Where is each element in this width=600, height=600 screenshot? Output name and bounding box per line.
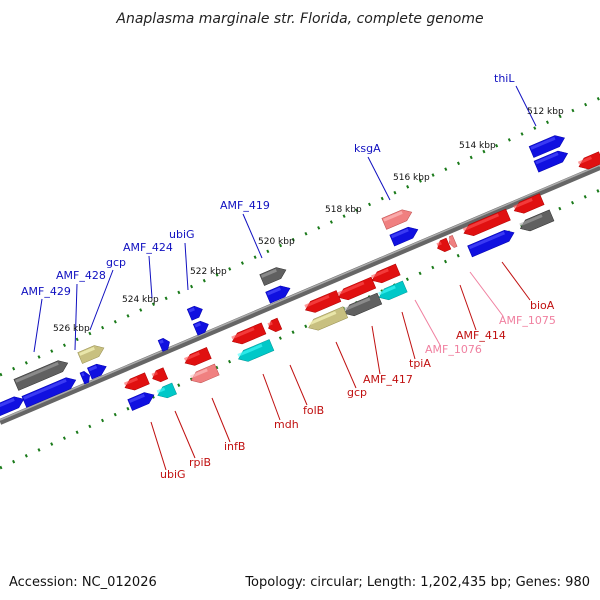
scale-label-520: 520 kbp [258,237,295,247]
leader-line-10 [459,284,477,331]
topology-text: Topology: circular; Length: 1,202,435 bp… [244,575,590,590]
scale-label-518: 518 kbp [325,205,362,215]
gene-bioA-1 [513,193,545,214]
gene-ubiG-fwd [186,305,203,321]
gene-mdh-rna [237,339,275,362]
gene-ksgA [389,226,419,247]
gene-label-ubiG-top: ubiG [169,228,195,241]
gene-label-AMF_417: AMF_417 [363,373,413,386]
gene-label-ubiG-bottom: ubiG [160,468,186,481]
gene-label-gcp-top: gcp [106,256,126,269]
leader-line-4 [148,255,153,299]
gene-edge-right [577,151,600,170]
gene-AMF_419-hyp [259,267,287,286]
gene-label-AMF_428: AMF_428 [56,269,106,282]
gene-AMF_1076 [436,237,452,253]
gene-bioA-hyp [519,209,555,232]
scale-label-514: 514 kbp [459,141,496,151]
accession-text: Accession: NC_012026 [9,575,157,590]
gene-label-gcp-bottom: gcp [347,386,367,399]
gene-infB-pseudo [190,363,220,384]
gene-edge [0,396,25,417]
gene-AMF_417-hyp [343,292,383,317]
gene-label-ksgA: ksgA [354,142,381,155]
gene-label-AMF_1075: AMF_1075 [499,314,556,327]
gene-AMF_424 [157,338,170,352]
gene-infB [184,347,212,366]
gene-label-AMF_1076: AMF_1076 [425,343,482,356]
leader-line-17 [211,397,231,443]
gene-folB [267,317,283,333]
gene-gcp-rev-other [307,306,349,331]
gene-AMF_429-hyp [13,360,69,391]
gene-gcp-other [77,345,105,364]
gene-label-mdh: mdh [274,418,299,431]
scale-label-522: 522 kbp [190,267,227,277]
scale-label-524: 524 kbp [122,295,159,305]
gene-ubiG-rev [123,372,150,391]
map-title: Anaplasma marginale str. Florida, comple… [115,11,483,27]
gene-AMF_1076-pseudo [448,234,458,248]
leader-line-3 [184,242,189,291]
genome-backbone [0,164,600,425]
gene-tpiA [371,263,401,284]
leader-line-11 [414,299,441,346]
gene-gcp [87,363,107,380]
gene-AMF_428 [79,371,90,385]
leader-line-18 [174,410,196,459]
gene-label-AMF_419: AMF_419 [220,199,270,212]
leader-line-5 [89,269,114,331]
leader-line-15 [289,364,308,406]
leader-line-8 [501,261,531,301]
leader-line-12 [401,311,416,360]
gene-label-infB: infB [224,440,245,453]
leader-line-1 [367,156,391,201]
gene-rpiB-rna [156,382,177,399]
leader-line-0 [515,85,537,127]
scale-label-516: 516 kbp [393,173,430,183]
leader-line-14 [335,341,357,389]
gene-AMF_1075-red [462,208,511,237]
gene-label-AMF_414: AMF_414 [456,329,506,342]
gene-AMF_419 [265,285,291,304]
gene-features [0,135,600,417]
gene-thiL [528,135,565,158]
gene-tpiA-rna [378,280,408,301]
gene-label-AMF_429: AMF_429 [21,285,71,298]
gene-ubiG-rev-blue [127,392,155,411]
gene-label-folB: folB [303,404,324,417]
gene-label-bioA: bioA [530,299,555,312]
gene-label-tpiA: tpiA [409,357,431,370]
leader-line-6 [74,283,78,351]
leader-line-13 [371,325,381,375]
leader-line-9 [469,271,504,317]
gene-mdh [231,322,267,345]
leader-line-16 [262,373,281,421]
scale-label-526: 526 kbp [53,324,90,334]
gene-label-thiL: thiL [494,72,515,85]
gene-ksgA-pseudo [381,209,413,230]
label-leaders [33,85,537,471]
gene-ubiG-fwd-2 [192,320,209,336]
gene-thiL-2 [533,150,569,173]
leader-line-7 [33,298,43,353]
gene-AMF_417 [337,276,377,301]
gene-rpiB [151,367,169,383]
gene-AMF_429 [21,377,77,408]
leader-line-19 [150,421,167,471]
scale-label-512: 512 kbp [527,107,564,117]
gene-label-AMF_424: AMF_424 [123,241,173,254]
gene-AMF_414-blue [467,229,515,258]
gene-gcp-rev [304,290,342,313]
leader-line-2 [242,213,263,259]
gene-label-rpiB: rpiB [189,456,211,469]
